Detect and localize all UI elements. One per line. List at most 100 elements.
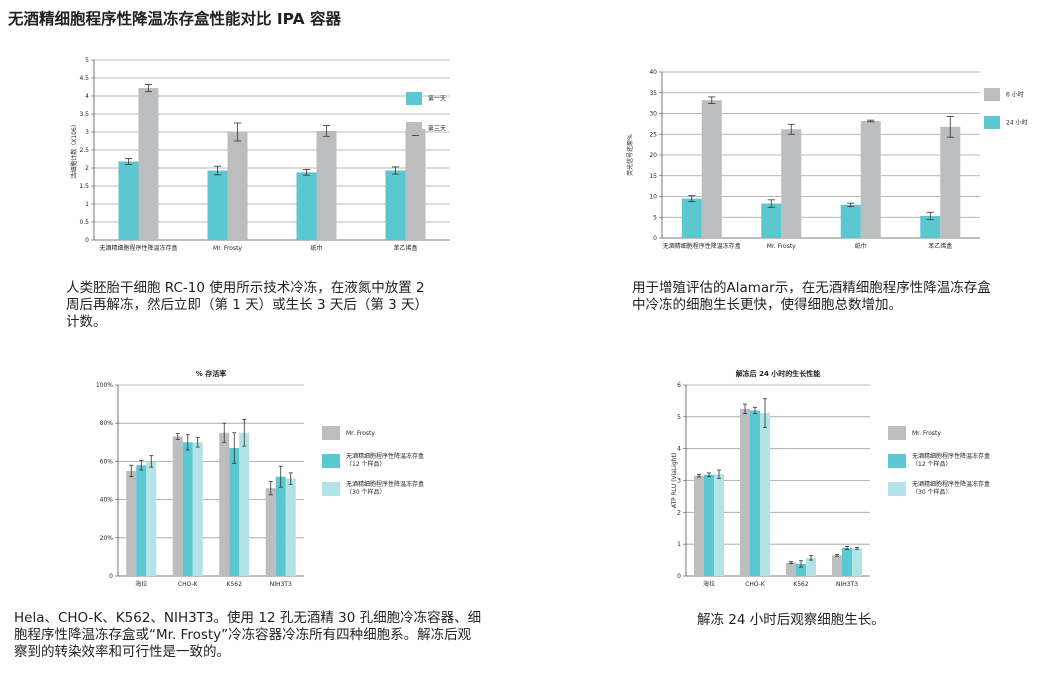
legend-label: （30 个样品） [346,488,386,496]
bar [840,204,861,238]
page-title: 无酒精细胞程序性降温冻存盒性能对比 IPA 容器 [8,10,341,28]
x-tick-label: 海拉 [703,580,715,588]
y-tick-label: 3.5 [79,111,89,118]
legend-label: 无酒精细胞程序性降温冻存盒 [346,480,424,488]
chart-alamar-reduction-svg: 0 5 10 15 20 25 30 35 40 荧光信号还原% 无酒精细胞程序性降温冻存盒 Mr. … [626,69,1028,250]
bar [146,461,157,576]
y-tick-label: 0.5 [79,219,89,226]
bar [842,547,852,576]
bar [239,432,250,576]
bar [265,488,276,576]
bar [781,129,802,238]
bar [405,129,426,240]
caption-viability: Hela、CHO-K、K562、NIH3T3。使用 12 孔无酒精 30 孔细胞… [14,610,482,660]
legend-swatch [322,426,340,440]
y-tick-label: 100% [96,382,113,389]
bar [740,408,750,576]
y-tick-label: 15 [649,173,657,180]
y-tick-label: 5 [677,414,681,421]
legend-label: 6 小时 [1006,91,1024,99]
bar [227,132,248,240]
bar [940,126,961,238]
y-tick-label: 20% [100,535,114,542]
legend-label: 第一天 [428,95,446,103]
y-tick-label: 30 [649,111,657,118]
legend-swatch [984,116,1000,129]
y-tick-label: 1.5 [79,183,89,190]
x-tick-label: 苯乙烯盒 [928,242,952,250]
y-tick-label: 20 [649,152,657,159]
chart-title: 解冻后 24 小时的生长性能 [736,369,821,378]
bar [316,130,337,240]
y-tick-label: 4.5 [79,75,89,82]
bar [172,436,183,576]
legend-label: Mr. Frosty [912,430,941,437]
bar [694,475,704,576]
x-tick-label: 无酒精细胞程序性降温冻存盒 [663,242,741,250]
y-tick-label: 40% [100,497,114,504]
y-tick-label: 40 [649,69,657,76]
bar [786,562,796,576]
bar [681,198,702,238]
y-tick-label: 60% [100,458,114,465]
bar [136,465,147,576]
chart-growth-performance-svg: 解冻后 24 小时的生长性能 0 1 2 3 4 5 6 ATP RLU (ViaLight) 海… [671,369,990,588]
bar [296,172,317,240]
chart-viability: % 存活率 0 20% 40% 60% 80% 100% 海拉 CHO-K K562 NIH3T3 M… [84,364,484,590]
x-tick-label: 无酒精细胞程序性降温冻存盒 [99,244,177,252]
x-tick-label: 苯乙烯盒 [393,244,417,252]
y-tick-label: 6 [677,382,681,389]
chart-viability-svg: % 存活率 0 20% 40% 60% 80% 100% 海拉 CHO-K K562 NIH3T3 M… [96,369,424,588]
y-tick-label: 80% [100,420,114,427]
bar [832,555,842,576]
bar [385,170,406,240]
y-tick-label: 0 [653,235,657,242]
caption-alamar: 用于增殖评估的Alamar示，在无酒精细胞程序性降温冻存盒中冷冻的细胞生长更快，… [632,280,991,313]
y-tick-label: 4 [677,446,681,453]
legend-label: （12 个样品） [912,460,952,468]
y-tick-label: 35 [649,90,657,97]
bar [701,100,722,238]
bar [920,216,941,238]
legend-swatch [888,426,906,440]
bar [138,88,159,240]
bar [219,432,230,576]
x-tick-label: Mr. Frosty [767,243,796,250]
bar [760,413,770,576]
y-tick-label: 1 [85,201,89,208]
chart-cell-count-svg: 0 0.5 1 1.5 2 2.5 3 3.5 4 4.5 5 活细胞计数（X106） 无酒精细胞程序性… [70,57,450,252]
chart-title: % 存活率 [196,369,226,378]
y-tick-label: 2.5 [79,147,89,154]
y-tick-label: 0 [677,573,681,580]
chart-alamar-reduction: 0 5 10 15 20 25 30 35 40 荧光信号还原% 无酒精细胞程序性降温冻存盒 Mr. … [626,64,1028,264]
legend-swatch [322,482,340,496]
legend-label: 24 小时 [1006,119,1028,127]
legend-label: 无酒精细胞程序性降温冻存盒 [912,452,990,460]
y-axis-label: 活细胞计数（X106） [70,121,78,179]
legend-swatch [984,88,1000,101]
bar [860,120,881,238]
bar [126,470,137,576]
y-axis-label: 荧光信号还原% [626,134,634,176]
y-tick-label: 10 [649,194,657,201]
legend-swatch [322,454,340,468]
y-tick-label: 1 [677,541,681,548]
x-tick-label: 纸巾 [310,244,322,252]
y-tick-label: 25 [649,131,657,138]
legend-label: 无酒精细胞程序性降温冻存盒 [912,480,990,488]
bar [714,474,724,576]
y-tick-label: 0 [85,237,89,244]
x-tick-label: K562 [793,581,809,588]
legend-label: 无酒精细胞程序性降温冻存盒 [346,452,424,460]
chart-growth-performance: 解冻后 24 小时的生长性能 0 1 2 3 4 5 6 ATP RLU (ViaLight) 海… [656,364,1036,590]
y-tick-label: 4 [85,93,89,100]
bar [852,548,862,576]
legend-swatch [406,92,422,105]
bar [285,478,296,576]
legend-label: Mr. Frosty [346,430,375,437]
bar [806,557,816,576]
caption-cell-count: 人类胚胎干细胞 RC-10 使用所示技术冷冻，在液氮中放置 2 周后再解冻，然后… [66,280,429,330]
bar [192,442,203,576]
legend-label: （12 个样品） [346,460,386,468]
x-tick-label: CHO-K [178,581,199,588]
